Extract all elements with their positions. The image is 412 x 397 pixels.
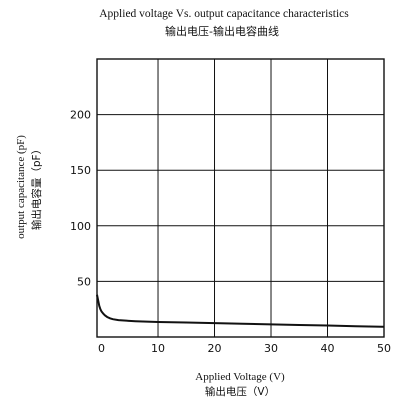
series-line-0 [96,294,385,328]
x-axis-label-cn: 输出电压（V） [205,385,275,397]
chart-subtitle: 输出电压-输出电容曲线 [165,24,279,38]
grid-lines [97,59,384,337]
x-tick-label-10: 10 [151,342,165,355]
y-tick-label-200: 200 [70,109,91,122]
data-series [96,294,385,328]
y-tick-label-50: 50 [77,275,91,288]
chart-title: Applied voltage Vs. output capacitance c… [99,8,349,20]
y-axis-label-cn: 输出电容量（pF） [30,144,43,230]
y-axis-label: output capacitance (pF) [15,135,27,239]
x-tick-label-0: 0 [98,342,105,355]
x-tick-label-20: 20 [208,342,222,355]
x-tick-label-30: 30 [264,342,278,355]
y-tick-label-150: 150 [70,164,91,177]
y-axis-ticks: 50 100 150 200 [70,109,91,289]
y-tick-label-100: 100 [70,220,91,233]
plot-frame [96,58,385,338]
x-tick-label-50: 50 [377,342,391,355]
x-axis-label: Applied Voltage (V) [195,371,285,383]
x-axis-ticks: 0 10 20 30 40 50 [98,342,391,355]
x-tick-label-40: 40 [321,342,335,355]
